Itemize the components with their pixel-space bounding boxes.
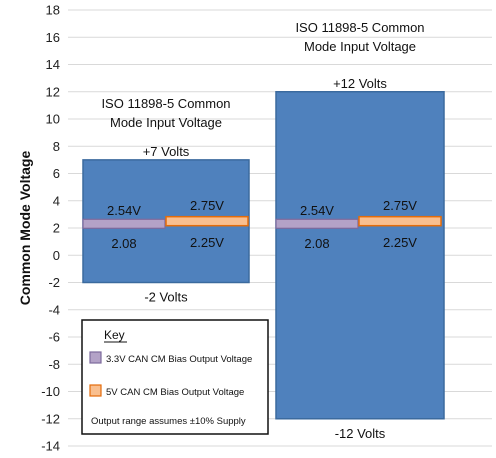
y-tick-label: -4 (48, 302, 60, 317)
legend-note: Output range assumes ±10% Supply (91, 416, 246, 427)
range-min-label: -2 Volts (144, 290, 188, 305)
bias-3v3-bar (275, 218, 359, 229)
y-axis-ticks: -14 -12 -10 -8 -6 -4 -2 0 2 4 6 8 10 12 14 16 18 (41, 3, 60, 454)
y-tick-label: 8 (53, 139, 60, 154)
bias-3v3-low-label: 2.08 (304, 236, 329, 251)
y-tick-label: 0 (53, 248, 60, 263)
y-tick-label: 12 (46, 84, 60, 99)
legend-entry-label: 5V CAN CM Bias Output Voltage (106, 387, 244, 398)
y-tick-label: -8 (48, 357, 60, 372)
legend: Key 3.3V CAN CM Bias Output Voltage 5V CAN… (81, 319, 269, 435)
range-title-line: Mode Input Voltage (110, 115, 222, 130)
legend-entry-label: 3.3V CAN CM Bias Output Voltage (106, 354, 252, 365)
y-tick-label: -10 (41, 384, 60, 399)
legend-swatch (89, 384, 102, 397)
range-title-line: ISO 11898-5 Common (101, 96, 230, 111)
bias-5v-bar (358, 215, 442, 227)
bias-5v-low-label: 2.25V (190, 235, 224, 250)
range-max-label: +7 Volts (143, 144, 190, 159)
bias-5v-high-label: 2.75V (383, 198, 417, 213)
y-tick-label: 6 (53, 166, 60, 181)
bias-3v3-high-label: 2.54V (300, 203, 334, 218)
y-tick-label: 18 (46, 3, 60, 18)
bias-5v-bar (165, 215, 249, 227)
plot-area: ISO 11898-5 Common Mode Input Voltage +7 V… (82, 20, 445, 441)
y-tick-label: -14 (41, 439, 60, 454)
y-tick-label: 10 (46, 112, 60, 127)
range-title-line: ISO 11898-5 Common (295, 20, 424, 35)
bias-5v-high-label: 2.75V (190, 198, 224, 213)
range-group: ISO 11898-5 Common Mode Input Voltage +12 … (275, 20, 445, 441)
range-title-line: Mode Input Voltage (304, 39, 416, 54)
legend-box (81, 319, 269, 435)
range-min-label: -12 Volts (335, 426, 386, 441)
legend-title: Key (104, 328, 125, 342)
bias-3v3-high-label: 2.54V (107, 203, 141, 218)
y-tick-label: 4 (53, 193, 60, 208)
range-group: ISO 11898-5 Common Mode Input Voltage +7 V… (82, 96, 250, 305)
range-bar (275, 91, 445, 420)
bias-5v-low-label: 2.25V (383, 235, 417, 250)
y-tick-label: 16 (46, 30, 60, 45)
y-tick-label: 2 (53, 221, 60, 236)
y-axis-label: Common Mode Voltage (17, 151, 33, 306)
y-tick-label: -6 (48, 330, 60, 345)
y-tick-label: 14 (46, 57, 60, 72)
range-max-label: +12 Volts (333, 76, 387, 91)
y-tick-label: -2 (48, 275, 60, 290)
bias-3v3-low-label: 2.08 (111, 236, 136, 251)
legend-swatch (89, 351, 102, 364)
bias-3v3-bar (82, 218, 166, 229)
y-tick-label: -12 (41, 411, 60, 426)
